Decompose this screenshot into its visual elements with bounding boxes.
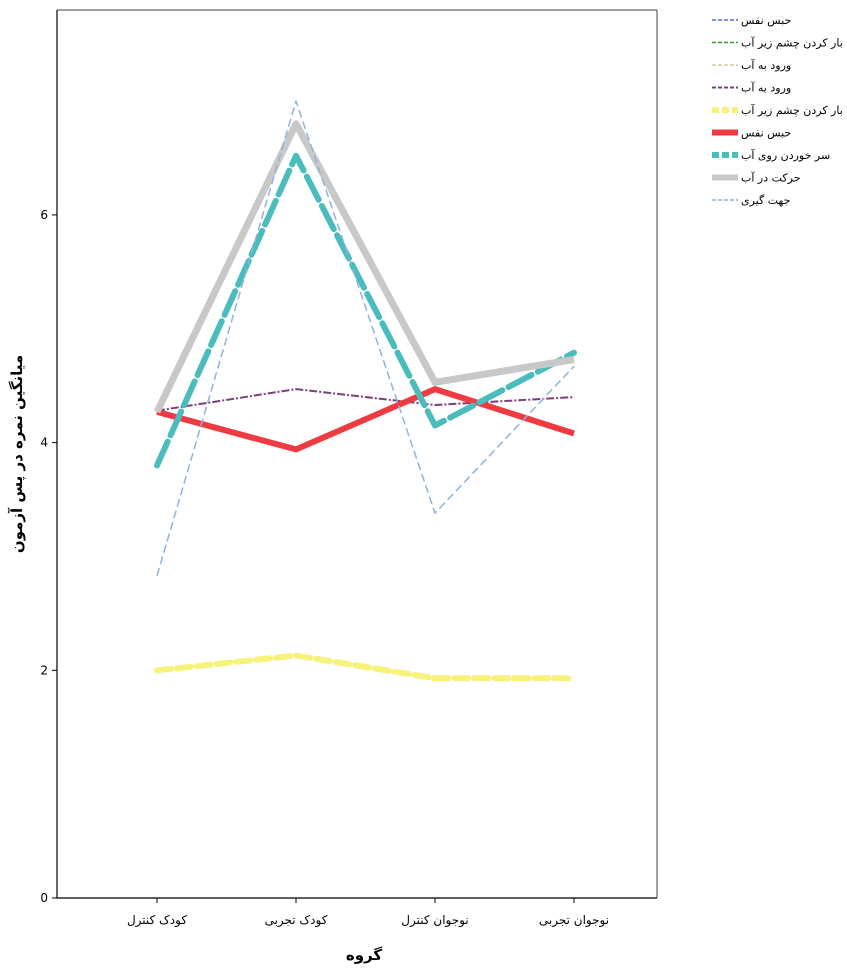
y-tick-label: 4 xyxy=(40,436,48,450)
legend-label: بار کردن چشم زیر آب xyxy=(741,103,843,117)
legend-label: حبس نفس xyxy=(741,14,791,27)
series-line-4 xyxy=(154,652,577,682)
legend-label: حبس نفس xyxy=(741,127,791,140)
x-tick-label: نوجوان تجربی xyxy=(539,913,609,928)
series-line-8 xyxy=(156,100,575,577)
legend-label: بار کردن چشم زیر آب xyxy=(741,36,843,50)
x-axis-ticks: کودک کنترل کودک تجربی نوجوان کنترل نوجوان ت… xyxy=(127,898,609,928)
series-line-5 xyxy=(156,386,575,453)
y-tick-label: 0 xyxy=(40,891,48,905)
y-tick-label: 2 xyxy=(40,663,48,677)
series-line-6 xyxy=(154,152,577,469)
legend-label: سر خوردن روی آب xyxy=(741,148,830,162)
x-tick-label: کودک کنترل xyxy=(127,913,187,928)
y-tick-label: 6 xyxy=(40,208,48,222)
legend-label: جهت گیری xyxy=(741,194,790,207)
series-line-3 xyxy=(156,388,575,412)
x-tick-label: کودک تجربی xyxy=(265,913,328,928)
legend-label: ورود به آب xyxy=(741,81,791,95)
x-tick-label: نوجوان کنترل xyxy=(401,913,468,928)
series-layer xyxy=(153,100,577,682)
series-line-7 xyxy=(153,120,575,414)
legend-label: حرکت در آب xyxy=(741,171,801,185)
legend-label: ورود به آب xyxy=(741,58,791,72)
y-axis-title: میانگین نمره در پس آزمون xyxy=(8,355,27,553)
y-axis-ticks: 0 2 4 6 xyxy=(40,208,57,905)
legend: حبس نفس بار کردن چشم زیر آب ورود به آب ورود… xyxy=(712,14,843,207)
x-axis-title: گروه xyxy=(346,946,383,964)
